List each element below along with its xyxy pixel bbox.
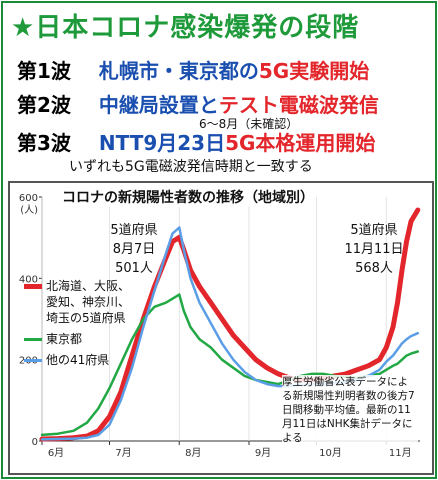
x-tick-label: 10月 (319, 447, 342, 459)
annotation-right: 5道府県 11月11日 568人 (336, 219, 412, 276)
wave2-row: 第2波 中継局設置とテスト電磁波発信 (17, 89, 379, 118)
wave2-label: 第2波 (17, 93, 71, 117)
wave1-row: 第1波 札幌市・東京都の5G実験開始 (17, 55, 369, 84)
legend-item-5pref: 北海道、大阪、 愛知、神奈川、 埼玉の5道府県 (24, 278, 130, 326)
series-line-1 (40, 293, 420, 437)
wave3-row: 第3波 NTT9月23日5G本格運用開始 (17, 127, 375, 156)
wave3-text-blue: NTT9月23日 (98, 131, 226, 155)
page-title: ★日本コロナ感染爆発の段階 (11, 13, 360, 43)
annotation-left: 5道府県 8月7日 501人 (98, 219, 170, 276)
annotation-right-line2: 11月11日 (344, 242, 404, 257)
legend-label-5pref-line3: 埼玉の5道府県 (46, 311, 126, 325)
source-note: 厚生労働省公表データによる新規陽性判明者数の後方7日間移動平均値。最新の11月1… (282, 375, 418, 445)
wave3-label: 第3波 (17, 131, 71, 155)
legend-label-tokyo: 東京都 (46, 332, 83, 346)
legend-label-5pref-line1: 北海道、大阪、 (46, 279, 131, 293)
x-tick-label: 6月 (48, 447, 64, 459)
wave3-text-red: 5G本格運用開始 (225, 131, 376, 155)
x-tick-label: 8月 (185, 447, 201, 459)
legend-swatch-blue (24, 358, 42, 362)
legend-swatch-red (24, 284, 42, 289)
x-tick-label: 9月 (255, 447, 271, 459)
wave1-label: 第1波 (17, 59, 71, 83)
annotation-right-line1: 5道府県 (350, 223, 398, 238)
legend-label-5pref-line2: 愛知、神奈川、 (46, 295, 131, 309)
legend-label-5pref: 北海道、大阪、 愛知、神奈川、 埼玉の5道府県 (46, 278, 130, 326)
summary-text: いずれも5G電磁波発信時期と一致する (69, 159, 313, 175)
series-line-2 (40, 226, 420, 441)
legend-item-other41: 他の41府県 (24, 352, 130, 368)
wave2-text-red: テスト電磁波発信 (218, 93, 379, 117)
y-tick-label: 600 (19, 193, 38, 204)
annotation-left-line1: 5道府県 (110, 223, 158, 238)
legend: 北海道、大阪、 愛知、神奈川、 埼玉の5道府県 東京都 他の41府県 (24, 278, 130, 368)
wave1-text-blue: 札幌市・東京都の (98, 59, 259, 83)
legend-swatch-green (24, 337, 42, 341)
legend-item-tokyo: 東京都 (24, 331, 130, 347)
annotation-right-line3: 568人 (355, 261, 393, 276)
x-tick-label: 7月 (115, 447, 131, 459)
y-axis-label: (人) (20, 204, 38, 216)
wave2-note: 6～8月（未確認） (199, 117, 299, 131)
y-tick-label: 400 (19, 274, 38, 285)
x-tick-label: 11月 (389, 447, 412, 459)
annotation-left-line3: 501人 (115, 261, 153, 276)
y-tick-label: 0 (32, 437, 38, 448)
annotation-left-line2: 8月7日 (112, 242, 156, 257)
wave1-text-red: 5G実験開始 (258, 59, 370, 83)
series-line-0 (39, 207, 421, 442)
wave2-text-blue: 中継局設置と (98, 93, 219, 117)
legend-label-other41: 他の41府県 (46, 353, 110, 367)
chart-title: コロナの新規陽性者数の推移（地域別） (62, 187, 314, 207)
